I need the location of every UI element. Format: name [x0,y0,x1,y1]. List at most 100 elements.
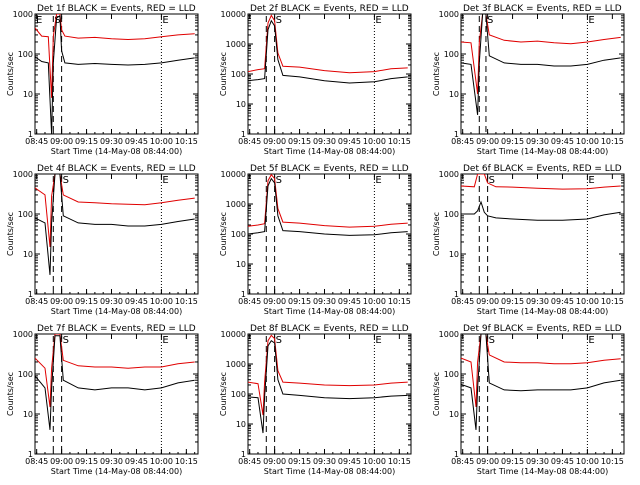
marker-label: E [162,335,168,346]
x-tick-label: 08:45 [25,457,48,466]
x-tick-label: 09:15 [75,297,98,306]
y-tick-label: 1 [28,450,33,459]
x-tick-label: 10:15 [175,137,198,146]
y-axis-label: Counts/sec [219,52,228,96]
x-tick-label: 10:15 [388,457,411,466]
x-tick-label: 10:00 [363,137,386,146]
x-tick-label: 10:00 [150,297,173,306]
series-line-lld [461,174,621,190]
x-tick-label: 09:30 [100,137,123,146]
plot-frame [247,13,412,135]
marker-label: E [375,175,381,186]
series-line-lld [35,174,195,248]
series-line-events [461,334,621,430]
chart-title: Det 7f BLACK = Events, RED = LLD [37,324,196,334]
y-tick-label: 10 [449,250,459,259]
x-tick-label: 09:15 [501,297,524,306]
x-tick-label: 09:45 [125,457,148,466]
y-axis-label: Counts/sec [432,212,441,256]
x-tick-label: 09:15 [288,137,311,146]
y-tick-label: 1000 [439,10,459,19]
chart-panel-2: Det 2f BLACK = Events, RED = LLD 1 10 100 10… [219,4,412,156]
x-tick-label: 10:15 [601,297,624,306]
x-axis-label: Start Time (14-May-08 08:44:00) [264,467,395,476]
y-tick-label: 1 [454,450,459,459]
marker-label: E [588,15,594,26]
marker-label: S [489,175,495,186]
marker-label: S [276,175,282,186]
x-tick-label: 10:00 [150,137,173,146]
x-tick-label: 09:00 [263,137,286,146]
plot-frame [247,333,412,455]
series-line-events [35,14,195,134]
y-tick-label: 10 [23,90,33,99]
y-tick-label: 1 [454,290,459,299]
x-tick-label: 10:15 [175,457,198,466]
y-tick-label: 10 [449,90,459,99]
chart-title: Det 9f BLACK = Events, RED = LLD [463,324,622,334]
marker-label: E [375,15,381,26]
x-tick-label: 08:45 [238,457,261,466]
x-tick-label: 09:45 [338,137,361,146]
x-tick-label: 08:45 [25,137,48,146]
chart-title: Det 8f BLACK = Events, RED = LLD [250,324,409,334]
x-tick-label: 09:15 [75,137,98,146]
y-tick-label: 1 [454,130,459,139]
marker-label: S [276,335,282,346]
chart-panel-3: Det 3f BLACK = Events, RED = LLD 1 10 100 10… [432,4,625,156]
x-tick-label: 09:45 [125,297,148,306]
x-axis-label: Start Time (14-May-08 08:44:00) [477,307,608,316]
series-line-events [461,200,621,221]
marker-label: E [588,335,594,346]
series-line-lld [248,14,408,74]
series-line-events [461,14,621,115]
y-tick-label: 1000 [226,360,246,369]
chart-panel-6: Det 6f BLACK = Events, RED = LLD 1 10 100 10… [432,164,625,316]
x-tick-label: 09:00 [476,457,499,466]
x-tick-label: 10:00 [150,457,173,466]
x-tick-label: 09:30 [526,297,549,306]
plot-frame [460,173,625,295]
y-tick-label: 1000 [226,200,246,209]
plot-frame [34,173,199,295]
series-line-lld [248,334,408,416]
x-tick-label: 10:00 [576,457,599,466]
x-tick-label: 09:15 [288,457,311,466]
y-axis-label: Counts/sec [432,372,441,416]
y-tick-label: 100 [444,370,459,379]
y-tick-label: 10 [236,100,246,109]
plot-frame [460,13,625,135]
marker-label: E [375,335,381,346]
series-line-events [248,177,408,236]
x-tick-label: 10:15 [175,297,198,306]
x-tick-label: 10:15 [601,457,624,466]
y-tick-label: 1 [241,290,246,299]
y-axis-label: Counts/sec [6,212,15,256]
x-tick-label: 09:45 [551,297,574,306]
chart-panel-1: Det 1f BLACK = Events, RED = LLD 1 10 100 10… [6,4,199,156]
y-tick-label: 100 [231,70,246,79]
plot-frame [34,333,199,455]
y-tick-label: 10 [23,250,33,259]
x-tick-label: 09:15 [501,457,524,466]
x-tick-label: 09:30 [100,297,123,306]
y-tick-label: 1000 [439,330,459,339]
marker-label: E [588,175,594,186]
chart-title: Det 4f BLACK = Events, RED = LLD [37,164,196,174]
y-tick-label: 1 [241,450,246,459]
y-axis-label: Counts/sec [219,212,228,256]
y-axis-label: Counts/sec [6,372,15,416]
y-tick-label: 100 [18,370,33,379]
y-axis-label: Counts/sec [6,52,15,96]
x-axis-label: Start Time (14-May-08 08:44:00) [477,467,608,476]
marker-label: S [276,15,282,26]
x-axis-label: Start Time (14-May-08 08:44:00) [51,147,182,156]
chart-title: Det 2f BLACK = Events, RED = LLD [250,4,409,14]
series-line-lld [461,14,621,95]
x-axis-label: Start Time (14-May-08 08:44:00) [264,147,395,156]
y-tick-label: 10 [449,410,459,419]
x-tick-label: 09:00 [50,457,73,466]
y-tick-label: 100 [18,210,33,219]
y-tick-label: 1 [28,130,33,139]
x-axis-label: Start Time (14-May-08 08:44:00) [51,307,182,316]
